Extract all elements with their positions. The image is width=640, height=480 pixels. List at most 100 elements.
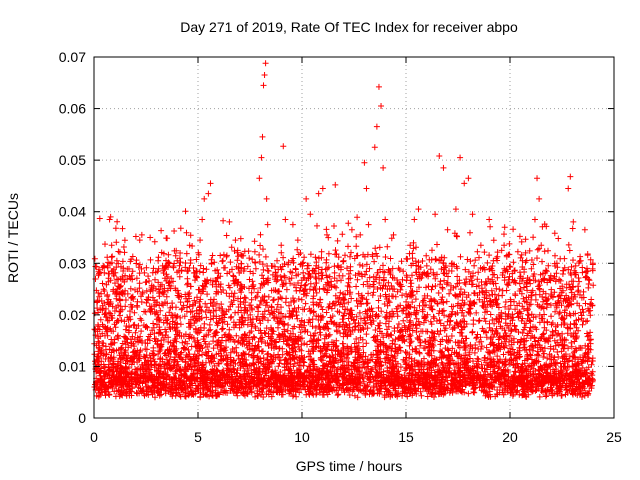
data-point [353,283,360,290]
data-point [502,298,509,305]
y-tick-label: 0.05 [59,152,86,168]
data-point [261,72,268,79]
y-axis-label: ROTI / TECUs [5,193,21,283]
data-point [469,211,476,218]
data-point [170,278,177,285]
data-point [108,242,115,249]
data-point [184,298,191,305]
data-point [228,298,235,305]
data-point [486,216,493,223]
data-point [581,226,588,233]
data-point [490,257,497,264]
x-tick-label: 15 [398,429,414,445]
y-tick-label: 0.02 [59,307,86,323]
data-point [538,242,545,249]
data-point [207,180,214,187]
data-point [534,175,541,182]
data-point [278,242,285,249]
data-point [332,181,339,188]
data-point [126,384,133,391]
data-point [264,221,271,228]
data-point [415,206,422,213]
data-point [155,366,162,373]
data-point [122,368,129,375]
data-point [190,335,197,342]
data-point [145,273,152,280]
data-point [209,252,216,259]
data-point [215,350,222,357]
data-point [361,159,368,166]
data-point [340,257,347,264]
data-point [423,262,430,269]
data-point [465,175,472,182]
data-point [120,268,127,275]
data-point [136,237,143,244]
data-point [219,257,226,264]
data-point [373,123,380,130]
y-tick-label: 0.07 [59,49,86,65]
data-point [348,226,355,233]
y-tick-label: 0.01 [59,358,86,374]
data-point [440,164,447,171]
data-point [203,314,210,321]
data-point [367,319,374,326]
data-point [494,329,501,336]
data-point [195,360,201,367]
data-point [172,319,179,326]
data-point [573,324,580,331]
data-point [531,216,538,223]
data-point [236,324,243,331]
data-point [98,358,105,365]
data-point [515,314,522,321]
data-point [244,366,251,373]
data-point [140,322,147,329]
x-axis-ticks: 0 5 10 15 20 25 [90,57,622,445]
data-point [290,298,297,305]
data-point [477,242,484,249]
data-point [163,293,170,300]
data-point [95,335,102,342]
data-point [282,216,289,223]
data-point [115,283,122,290]
data-point [100,340,107,347]
data-point [344,345,351,352]
data-point [102,324,109,331]
data-point [461,180,468,187]
data-point [371,144,378,151]
data-point [548,360,555,367]
x-tick-label: 10 [294,429,310,445]
data-point [457,154,464,161]
data-point [274,257,281,264]
data-point [444,226,451,233]
data-point [432,211,439,218]
data-point [498,247,505,254]
data-point [527,335,534,342]
data-point [561,345,568,352]
data-point [567,173,574,180]
data-point [263,195,270,202]
data-point [109,268,116,275]
data-point [319,185,326,192]
data-point [106,216,113,223]
data-point [452,206,459,213]
x-tick-label: 20 [502,429,518,445]
data-point [132,376,139,383]
x-tick-label: 5 [194,429,202,445]
data-point [103,384,110,391]
data-point [197,237,204,244]
data-point [303,195,310,202]
data-point [113,257,120,264]
data-point [378,102,385,109]
data-point [157,329,164,336]
x-tick-label: 25 [606,429,622,445]
data-point [159,262,166,269]
data-point [188,376,195,383]
y-tick-label: 0.03 [59,255,86,271]
data-point [280,143,287,150]
data-point [536,195,543,202]
x-tick-label: 0 [90,429,98,445]
data-point [311,268,318,275]
data-point [138,231,145,238]
data-point [407,242,414,249]
